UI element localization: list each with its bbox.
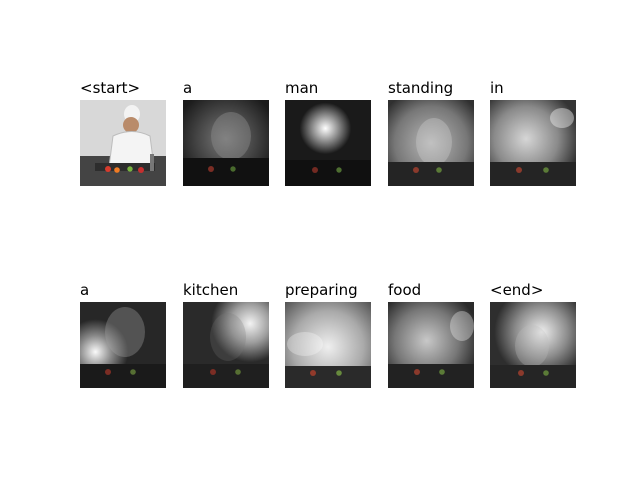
attention-frame — [285, 302, 371, 388]
word-label: <start> — [80, 78, 147, 100]
panel-kitchen: kitchen — [183, 280, 269, 388]
attention-frame — [490, 302, 576, 388]
attention-map — [183, 100, 269, 186]
panel-standing: standing — [388, 78, 474, 186]
panel-a-2: a — [80, 280, 166, 388]
attention-frame — [388, 100, 474, 186]
attention-map — [490, 302, 576, 388]
attention-frame — [183, 302, 269, 388]
panel-in: in — [490, 78, 576, 186]
attention-frame — [490, 100, 576, 186]
attention-frame — [80, 100, 166, 186]
word-label: <end> — [490, 280, 550, 302]
attention-map — [183, 302, 269, 388]
word-label: kitchen — [183, 280, 245, 302]
attention-frame — [183, 100, 269, 186]
attention-map — [388, 100, 474, 186]
word-label: a — [183, 78, 199, 100]
word-label: food — [388, 280, 428, 302]
panel-food: food — [388, 280, 474, 388]
attention-frame — [388, 302, 474, 388]
panel-preparing: preparing — [285, 280, 371, 388]
panel-end: <end> — [490, 280, 576, 388]
attention-map — [388, 302, 474, 388]
word-label: preparing — [285, 280, 364, 302]
panel-start: <start> — [80, 78, 166, 186]
chef-photo — [80, 100, 166, 186]
attention-map — [490, 100, 576, 186]
attention-map — [80, 302, 166, 388]
attention-map — [285, 100, 371, 186]
panel-man: man — [285, 78, 371, 186]
word-label: in — [490, 78, 510, 100]
attention-frame — [285, 100, 371, 186]
word-label: a — [80, 280, 96, 302]
attention-map — [285, 302, 371, 388]
word-label: man — [285, 78, 325, 100]
attention-frame — [80, 302, 166, 388]
word-label: standing — [388, 78, 460, 100]
panel-a: a — [183, 78, 269, 186]
